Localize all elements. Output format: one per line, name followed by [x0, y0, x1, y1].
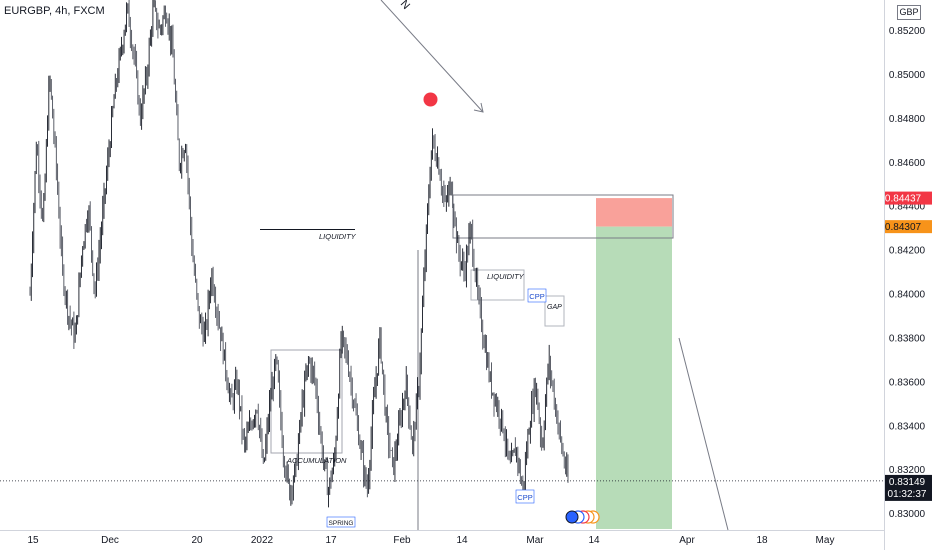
price-axis-tick-label: 0.83800	[889, 333, 926, 344]
stop-loss-price-tag: 0.84437	[885, 191, 932, 205]
svg-text:CPP: CPP	[517, 493, 532, 502]
price-axis[interactable]: 0.85200 0.85000 0.84800 0.84600 0.84400 0.842…	[889, 26, 926, 520]
time-axis-tick-label: 17	[325, 535, 337, 546]
current-price-tag: 0.83149 01:32:37	[885, 474, 932, 501]
svg-text:0.84437: 0.84437	[885, 194, 922, 205]
high-marker-dot[interactable]	[423, 92, 438, 107]
entry-price-tag: 0.84307	[885, 220, 932, 234]
time-axis-tick-label: May	[816, 535, 835, 546]
price-axis-tick-label: 0.84200	[889, 246, 926, 257]
cpp-label-1: CPP	[527, 288, 547, 303]
time-axis-tick-label: Apr	[679, 535, 695, 546]
currency-badge[interactable]: GBP	[897, 5, 921, 20]
symbol-title[interactable]: EURGBP, 4h, FXCM	[4, 5, 105, 17]
price-axis-tick-label: 0.84600	[889, 158, 926, 169]
time-axis-tick-label: Dec	[101, 535, 119, 546]
price-axis-tick-label: 0.83200	[889, 465, 926, 476]
time-axis-tick-label: 18	[756, 535, 768, 546]
gap-box-rect[interactable]	[544, 295, 565, 327]
svg-text:0.83149: 0.83149	[889, 477, 926, 488]
position-profit-zone[interactable]	[596, 226, 672, 530]
gap-label: GAP	[547, 304, 562, 311]
economic-events-icons[interactable]	[565, 510, 600, 524]
candlestick-series	[29, 0, 569, 508]
liquidity-label-2: LIQUIDITY	[487, 272, 525, 281]
price-axis-tick-label: 0.85000	[889, 70, 926, 81]
price-axis-tick-label: 0.84000	[889, 290, 926, 301]
trend-arrow[interactable]	[380, 0, 484, 113]
svg-text:SPRING: SPRING	[329, 520, 354, 527]
time-axis-tick-label: 14	[456, 535, 468, 546]
price-axis-tick-label: 0.83400	[889, 421, 926, 432]
time-axis-tick-label: 2022	[251, 535, 274, 546]
time-axis-tick-label: 20	[191, 535, 203, 546]
resistance-zone-rect[interactable]	[452, 194, 674, 239]
svg-text:01:32:37: 01:32:37	[888, 489, 927, 500]
projection-line[interactable]	[678, 337, 729, 531]
price-axis-tick-label: 0.84400	[889, 202, 926, 213]
svg-text:0.84307: 0.84307	[885, 222, 922, 233]
price-axis-tick-label: 0.83600	[889, 377, 926, 388]
price-axis-tick-label: 0.83000	[889, 509, 926, 520]
spring-label: SPRING	[326, 516, 356, 528]
time-axis-tick-label: Feb	[393, 535, 411, 546]
position-loss-zone[interactable]	[596, 198, 672, 227]
time-axis[interactable]: 15 Dec 20 2022 17 Feb 14 Mar 14 Apr 18 May	[27, 535, 834, 546]
price-axis-tick-label: 0.85200	[889, 26, 926, 37]
position-tool[interactable]	[596, 198, 672, 530]
cpp-label-2: CPP	[515, 489, 535, 504]
time-axis-tick-label: 15	[27, 535, 39, 546]
liquidity-label-1: LIQUIDITY	[319, 232, 357, 241]
liquidity-box-rect[interactable]	[470, 269, 525, 301]
trend-arrow-label: N	[398, 0, 412, 12]
time-axis-tick-label: 14	[588, 535, 600, 546]
price-axis-tick-label: 0.84800	[889, 114, 926, 125]
accumulation-label: ACCUMULATION	[286, 456, 347, 465]
svg-text:CPP: CPP	[529, 292, 544, 301]
time-axis-tick-label: Mar	[526, 535, 544, 546]
